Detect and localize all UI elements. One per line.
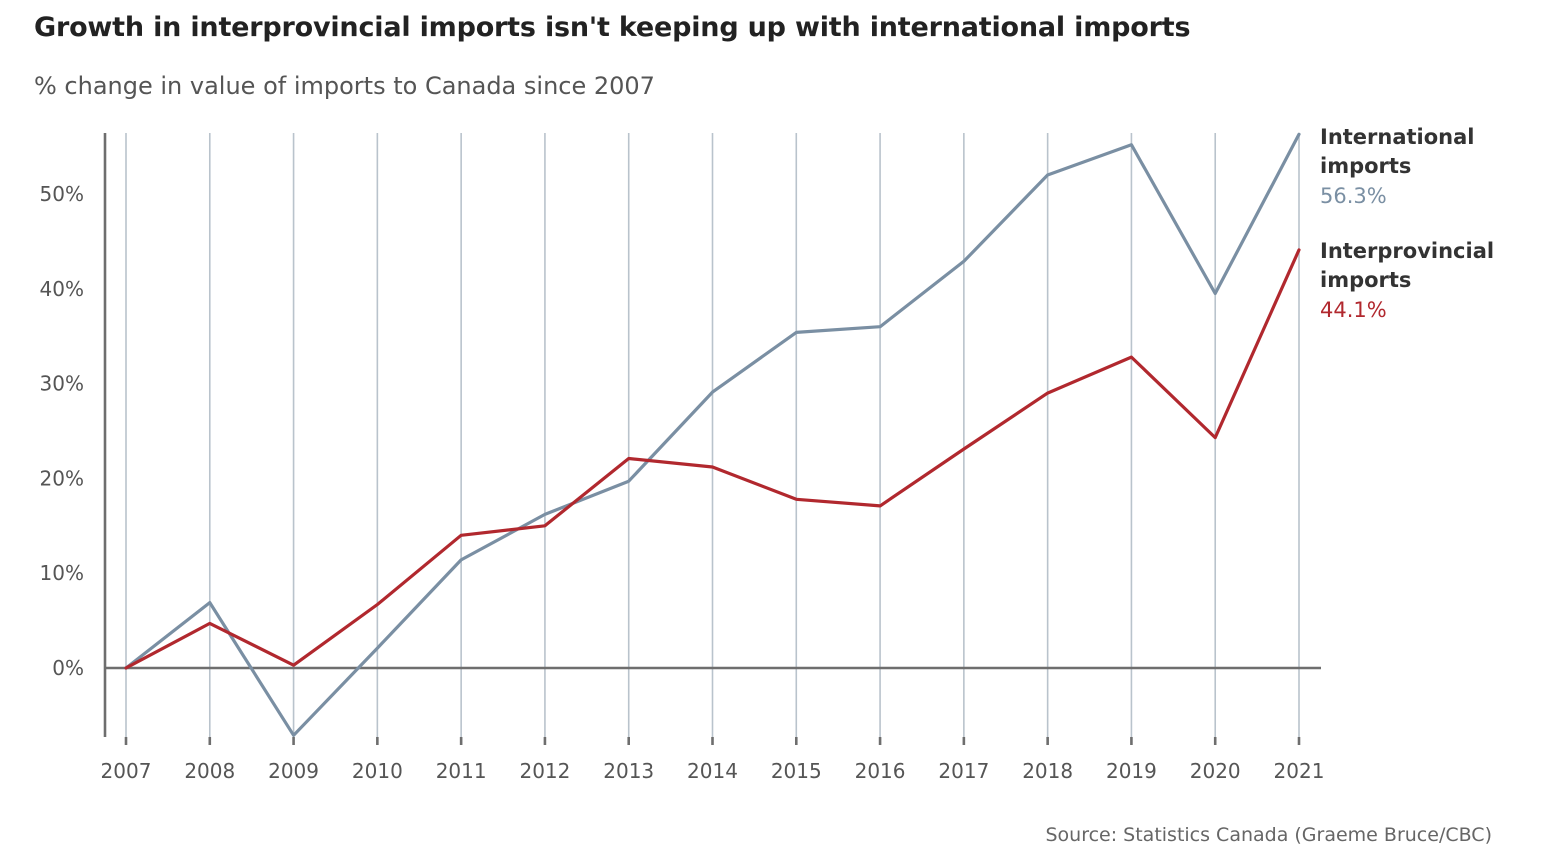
source-note: Source: Statistics Canada (Graeme Bruce/… (1045, 824, 1492, 846)
series-label-international: imports (1320, 154, 1411, 178)
y-tick-label: 30% (40, 372, 84, 396)
x-tick-label: 2010 (352, 759, 403, 783)
x-tick-label: 2021 (1274, 759, 1325, 783)
x-tick-label: 2014 (687, 759, 738, 783)
x-tick-label: 2019 (1106, 759, 1157, 783)
y-tick-label: 40% (40, 277, 84, 301)
series-label-international: International (1320, 125, 1475, 149)
x-tick-label: 2016 (855, 759, 906, 783)
series-labels: International imports 56.3% Interprovincial… (1320, 125, 1494, 322)
y-tick-label: 50% (40, 182, 84, 206)
x-tick-label: 2017 (938, 759, 989, 783)
series-end-value-interprovincial: 44.1% (1320, 298, 1387, 322)
x-tick-label: 2009 (268, 759, 319, 783)
x-tick-label: 2012 (519, 759, 570, 783)
series-label-interprovincial: imports (1320, 268, 1411, 292)
y-tick-label: 0% (52, 656, 84, 680)
x-tick-label: 2020 (1190, 759, 1241, 783)
line-chart: 0% 10% 20% 30% 40% 50% 2007 2008 2009 2010 2011 201… (0, 0, 1550, 856)
x-tick-label: 2018 (1022, 759, 1073, 783)
series-label-interprovincial: Interprovincial (1320, 239, 1494, 263)
x-tick-label: 2015 (771, 759, 822, 783)
y-tick-label: 20% (40, 466, 84, 490)
x-tick-label: 2013 (603, 759, 654, 783)
x-tick-label: 2011 (436, 759, 487, 783)
x-tick-label: 2007 (101, 759, 152, 783)
y-tick-label: 10% (40, 561, 84, 585)
gridlines (126, 133, 1299, 737)
x-tick-label: 2008 (184, 759, 235, 783)
series-end-value-international: 56.3% (1320, 184, 1387, 208)
